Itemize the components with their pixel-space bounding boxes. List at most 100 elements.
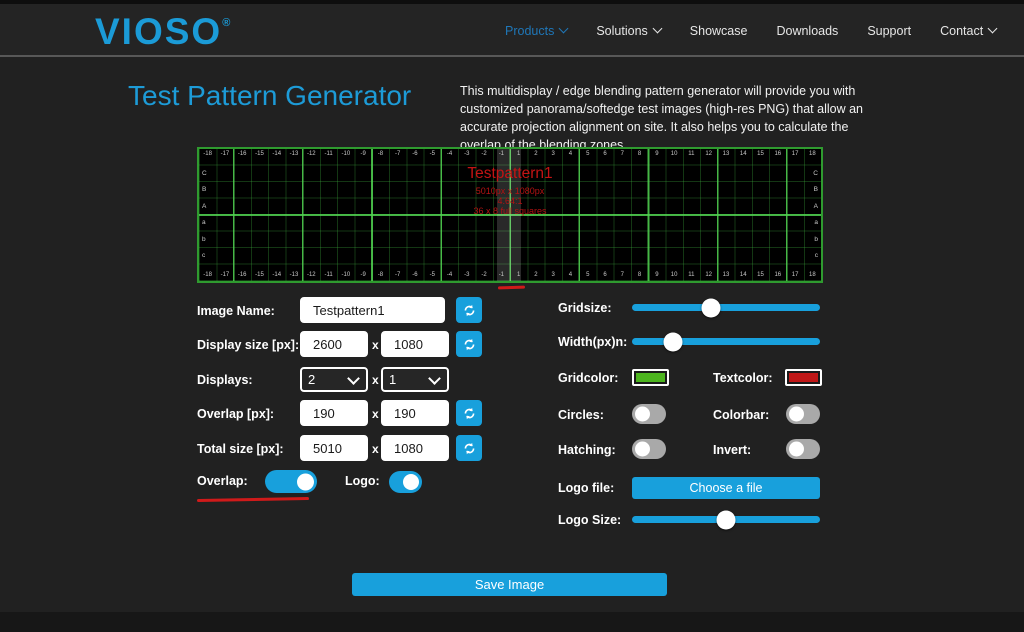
grid-col-label: -2 — [481, 272, 487, 278]
grid-col-label: -10 — [341, 151, 351, 157]
grid-col-label: 8 — [637, 272, 642, 278]
nav-support[interactable]: Support — [867, 23, 912, 38]
slider-thumb[interactable] — [663, 332, 683, 351]
invert-toggle[interactable] — [786, 439, 820, 459]
grid-col-label: 5 — [586, 272, 590, 278]
overlap-toggle[interactable] — [265, 470, 317, 493]
toggle-knob — [635, 441, 650, 457]
grid-row-label: a — [202, 219, 206, 227]
image-name-input[interactable] — [300, 297, 445, 323]
display-width-input[interactable] — [300, 331, 368, 357]
grid-col-label: 3 — [551, 151, 555, 157]
nav-solutions[interactable]: Solutions — [596, 23, 663, 38]
circles-toggle[interactable] — [632, 404, 666, 424]
gridsize-label: Gridsize: — [558, 301, 612, 315]
toggle-knob — [789, 406, 804, 422]
gridsize-slider[interactable] — [632, 298, 820, 317]
grid-row-label: c — [814, 252, 818, 260]
refresh-total-size-button[interactable] — [456, 435, 482, 461]
top-strip — [0, 0, 1024, 4]
nav-products[interactable]: Products — [505, 24, 569, 38]
grid-col-label: 9 — [655, 151, 659, 157]
textcolor-swatch[interactable] — [785, 369, 822, 386]
refresh-image-name-button[interactable] — [456, 297, 482, 323]
page-title: Test Pattern Generator — [128, 80, 412, 111]
registered-mark: ® — [222, 17, 231, 29]
colorbar-toggle[interactable] — [786, 404, 820, 424]
grid-col-label: 18 — [809, 151, 816, 157]
width-n-label: Width(px)n: — [558, 335, 628, 349]
overlap-width-input[interactable] — [300, 400, 368, 426]
width-n-slider[interactable] — [632, 332, 820, 351]
nav-downloads[interactable]: Downloads — [776, 23, 839, 38]
refresh-overlap-button[interactable] — [456, 400, 482, 426]
slider-thumb[interactable] — [701, 298, 721, 317]
grid-col-label: 13 — [722, 151, 730, 157]
pattern-size-label: 5010px x 1080px — [475, 186, 545, 196]
grid-col-label: -15 — [255, 151, 264, 157]
refresh-icon — [464, 442, 474, 454]
grid-col-label: -7 — [395, 272, 401, 278]
gridcolor-swatch[interactable] — [632, 369, 669, 386]
display-height-input[interactable] — [381, 331, 449, 357]
grid-col-label: -3 — [464, 272, 470, 278]
grid-col-label: -2 — [481, 151, 487, 157]
pattern-squares-label: 36 x 8 full squares — [473, 206, 547, 216]
chevron-down-icon — [652, 23, 663, 34]
grid-col-label: -5 — [429, 272, 435, 278]
grid-col-label: -6 — [412, 151, 418, 157]
circles-label: Circles: — [558, 408, 604, 422]
textcolor-label: Textcolor: — [713, 371, 773, 385]
logo-size-slider[interactable] — [632, 510, 820, 529]
logo-toggle-label: Logo: — [345, 474, 380, 488]
grid-col-label: -3 — [464, 151, 470, 157]
grid-col-label: -5 — [429, 151, 435, 157]
overlap-height-input[interactable] — [381, 400, 449, 426]
grid-col-label: -16 — [237, 151, 247, 157]
grid-col-label: 10 — [670, 272, 678, 278]
total-size-label: Total size [px]: — [197, 442, 284, 456]
grid-col-label: -1 — [498, 272, 505, 278]
logo-size-label: Logo Size: — [558, 513, 622, 527]
grid-col-label: -9 — [360, 272, 366, 278]
grid-row-label: b — [202, 235, 206, 243]
grid-col-label: -6 — [412, 272, 418, 278]
grid-col-label: -14 — [272, 151, 282, 157]
grid-row-label: A — [813, 202, 818, 210]
red-annotation-under-overlap — [196, 497, 310, 502]
grid-col-label: 17 — [791, 272, 799, 278]
grid-row-label: A — [202, 202, 207, 210]
grid-col-label: -16 — [237, 272, 247, 278]
grid-col-label: 13 — [722, 272, 730, 278]
slider-thumb[interactable] — [716, 510, 736, 529]
intro-description: This multidisplay / edge blending patter… — [460, 84, 863, 152]
grid-col-label: 5 — [586, 151, 590, 157]
grid-col-label: -9 — [360, 151, 366, 157]
grid-col-label: 6 — [603, 151, 607, 157]
refresh-display-size-button[interactable] — [456, 331, 482, 357]
pattern-title: Testpattern1 — [467, 165, 553, 182]
logo-toggle[interactable] — [389, 471, 422, 493]
nav-contact[interactable]: Contact — [940, 24, 998, 38]
grid-col-label: 10 — [670, 151, 678, 157]
grid-col-label: 1 — [516, 151, 521, 157]
grid-col-label: 17 — [791, 151, 799, 157]
refresh-icon — [464, 407, 474, 419]
grid-col-label: 14 — [739, 151, 747, 157]
vioso-logo[interactable]: VIOSO® — [95, 13, 230, 50]
hatching-toggle[interactable] — [632, 439, 666, 459]
total-width-input[interactable] — [300, 435, 368, 461]
grid-row-label: B — [202, 186, 207, 194]
displays-separator: x — [372, 373, 379, 387]
save-image-button[interactable]: Save Image — [352, 573, 667, 596]
grid-col-label: 8 — [637, 151, 642, 157]
displays-cols-select[interactable]: 2 — [300, 367, 368, 392]
total-height-input[interactable] — [381, 435, 449, 461]
nav-showcase[interactable]: Showcase — [689, 23, 748, 38]
grid-row-label: b — [814, 235, 818, 243]
choose-file-button[interactable]: Choose a file — [632, 477, 820, 499]
grid-col-label: 1 — [516, 272, 521, 278]
displays-rows-select[interactable]: 1 — [381, 367, 449, 392]
grid-col-label: 15 — [757, 272, 764, 278]
grid-col-label: 4 — [568, 151, 573, 157]
